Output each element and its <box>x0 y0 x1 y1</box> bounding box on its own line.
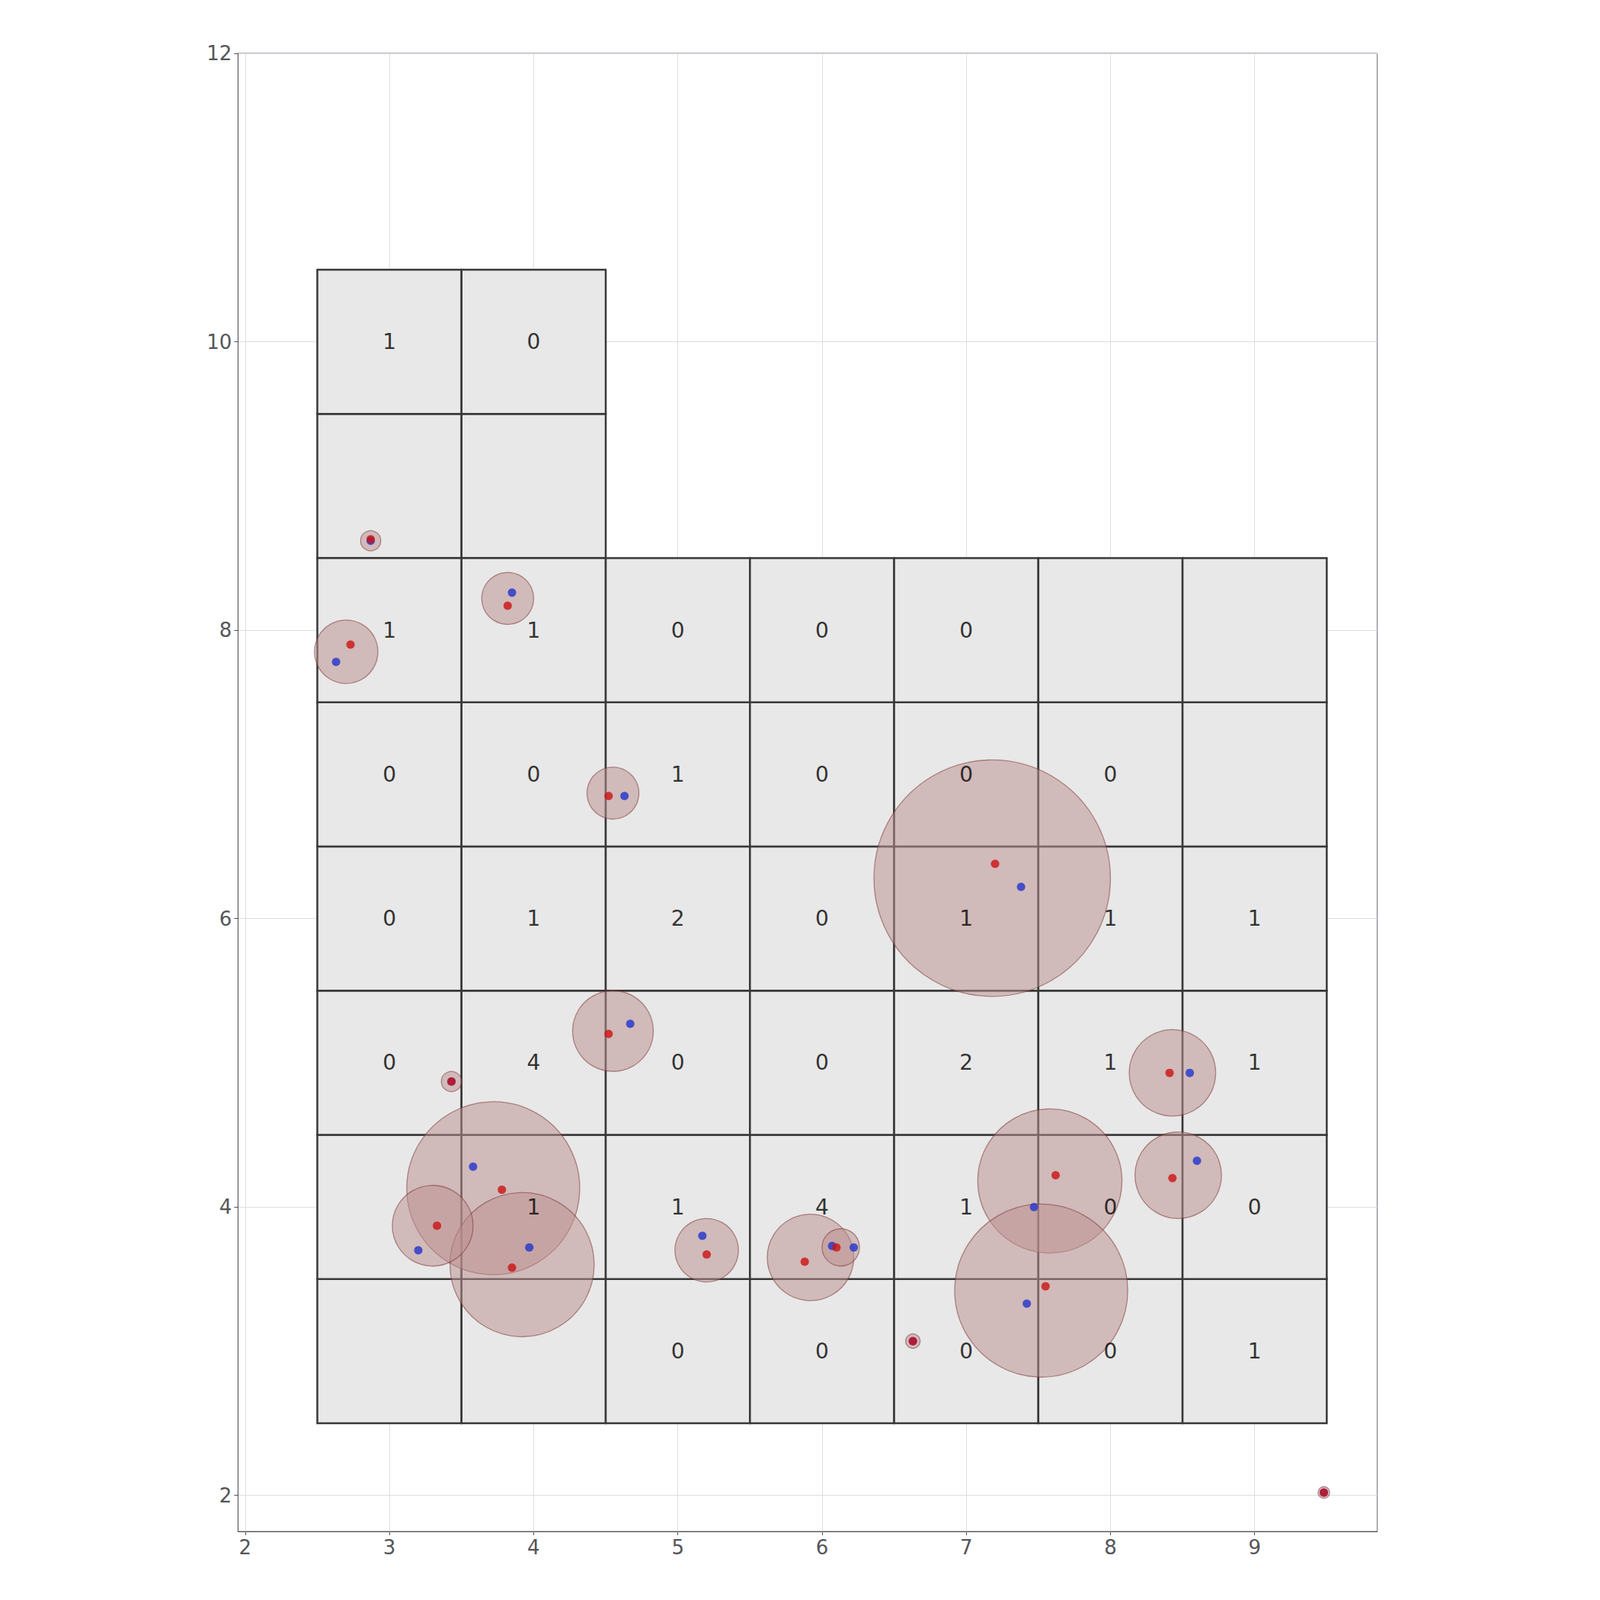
svg-text:4: 4 <box>815 1194 829 1220</box>
svg-text:1: 1 <box>382 617 397 644</box>
svg-text:8: 8 <box>1104 1536 1117 1559</box>
svg-text:0: 0 <box>382 905 397 932</box>
svg-text:6: 6 <box>219 907 233 931</box>
svg-text:0: 0 <box>815 905 829 932</box>
svg-text:12: 12 <box>206 41 232 65</box>
svg-text:0: 0 <box>1248 1194 1262 1220</box>
svg-text:1: 1 <box>1104 905 1118 932</box>
svg-text:1: 1 <box>671 761 685 788</box>
svg-text:0: 0 <box>959 1338 973 1364</box>
svg-text:0: 0 <box>671 617 685 644</box>
svg-text:0: 0 <box>815 761 829 788</box>
svg-text:0: 0 <box>1104 761 1118 788</box>
svg-text:0: 0 <box>382 761 397 788</box>
svg-text:0: 0 <box>526 329 541 355</box>
svg-text:0: 0 <box>815 1049 829 1076</box>
svg-text:0: 0 <box>526 761 541 788</box>
svg-text:1: 1 <box>1248 1049 1262 1076</box>
svg-text:1: 1 <box>671 1194 685 1220</box>
svg-text:9: 9 <box>1248 1536 1261 1559</box>
svg-text:1: 1 <box>526 1194 541 1220</box>
svg-text:0: 0 <box>959 761 973 788</box>
svg-text:0: 0 <box>1104 1194 1118 1220</box>
svg-text:1: 1 <box>382 329 397 355</box>
svg-text:1: 1 <box>959 905 973 932</box>
svg-text:1: 1 <box>1104 1049 1118 1076</box>
svg-text:2: 2 <box>239 1536 253 1559</box>
svg-text:0: 0 <box>382 1049 397 1076</box>
svg-text:2: 2 <box>219 1484 233 1508</box>
svg-text:1: 1 <box>1248 905 1262 932</box>
svg-text:0: 0 <box>671 1049 685 1076</box>
svg-text:2: 2 <box>671 905 685 932</box>
svg-text:0: 0 <box>959 617 973 644</box>
svg-text:0: 0 <box>815 1338 829 1364</box>
svg-text:4: 4 <box>219 1195 233 1219</box>
svg-text:5: 5 <box>671 1536 685 1559</box>
svg-text:0: 0 <box>815 617 829 644</box>
svg-text:6: 6 <box>816 1536 829 1559</box>
svg-text:4: 4 <box>527 1536 541 1559</box>
svg-text:0: 0 <box>671 1338 685 1364</box>
svg-text:0: 0 <box>1104 1338 1118 1364</box>
svg-text:3: 3 <box>383 1536 397 1559</box>
svg-text:1: 1 <box>526 905 541 932</box>
svg-text:8: 8 <box>219 618 233 642</box>
svg-text:1: 1 <box>1248 1338 1262 1364</box>
svg-text:4: 4 <box>526 1049 541 1076</box>
svg-text:7: 7 <box>960 1536 973 1559</box>
svg-text:1: 1 <box>959 1194 973 1220</box>
svg-text:2: 2 <box>959 1049 973 1076</box>
svg-text:1: 1 <box>526 617 541 644</box>
svg-text:10: 10 <box>206 330 232 354</box>
